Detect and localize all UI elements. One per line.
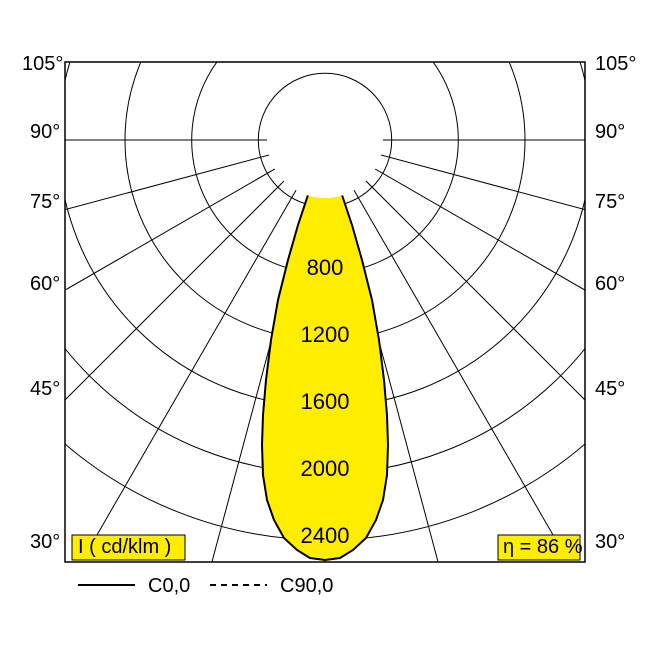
photometric-curve <box>262 140 388 560</box>
angle-label: 60° <box>30 273 60 295</box>
angle-label: 105° <box>595 53 636 75</box>
angle-labels-right: 105° 90° 75° 60° 45° 30° <box>595 53 636 553</box>
legend-text-c0: C0,0 <box>148 575 190 597</box>
angle-label: 30° <box>595 531 625 553</box>
efficiency-label-text: η = 86 % <box>503 536 583 558</box>
angle-label: 90° <box>595 121 625 143</box>
angle-label: 75° <box>595 191 625 213</box>
polar-chart: 105°90°75°60°45°30° 105°90°75°60°45°30° … <box>0 0 650 650</box>
angle-label: 30° <box>30 531 60 553</box>
inner-mask-circle <box>267 82 383 198</box>
intensity-label: 2400 <box>301 523 350 548</box>
intensity-label: 1200 <box>301 322 350 347</box>
angle-label: 90° <box>30 121 60 143</box>
angle-label: 105° <box>22 53 63 75</box>
intensity-label: 800 <box>307 255 344 280</box>
angle-label: 60° <box>595 273 625 295</box>
legend: C0,0 C90,0 <box>78 575 333 597</box>
intensity-label: 2000 <box>301 456 350 481</box>
angle-label: 45° <box>30 378 60 400</box>
legend-text-c90: C90,0 <box>280 575 333 597</box>
angle-label: 45° <box>595 378 625 400</box>
intensity-label: 1600 <box>301 389 350 414</box>
unit-label-text: I ( cd/klm ) <box>78 536 171 558</box>
angle-labels-left: 105° 90° 75° 60° 45° 30° <box>22 53 63 553</box>
angle-label: 75° <box>30 191 60 213</box>
